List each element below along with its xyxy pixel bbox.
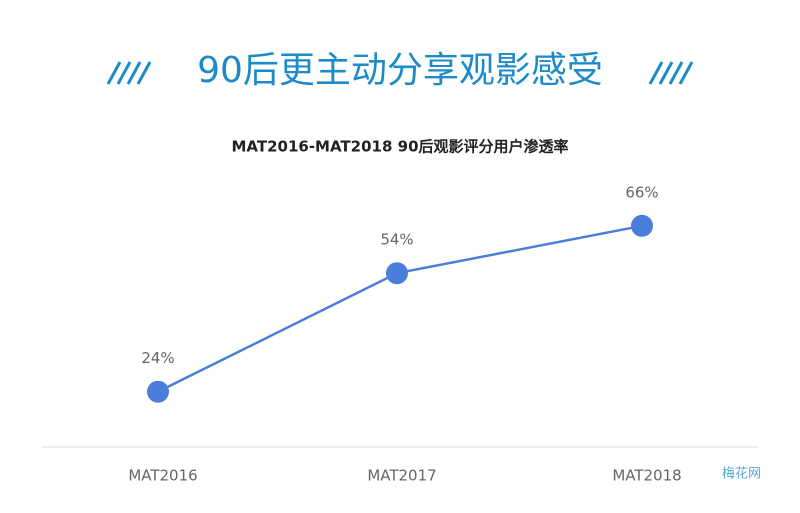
value-label: 66%: [625, 183, 658, 201]
x-tick-label: MAT2016: [128, 467, 197, 485]
value-label: 54%: [380, 231, 413, 249]
value-label: 24%: [141, 349, 174, 367]
watermark: 梅花网: [722, 466, 761, 482]
x-tick-label: MAT2017: [367, 467, 436, 485]
decor-right: [648, 61, 694, 85]
page-title: 90后更主动分享观影感受: [197, 50, 603, 91]
chart-title: MAT2016-MAT2018 90后观影评分用户渗透率: [231, 138, 568, 156]
decor-left: [106, 61, 152, 85]
data-point: [386, 262, 408, 285]
data-point: [147, 380, 169, 403]
x-tick-label: MAT2018: [612, 467, 681, 485]
data-point: [631, 214, 653, 237]
